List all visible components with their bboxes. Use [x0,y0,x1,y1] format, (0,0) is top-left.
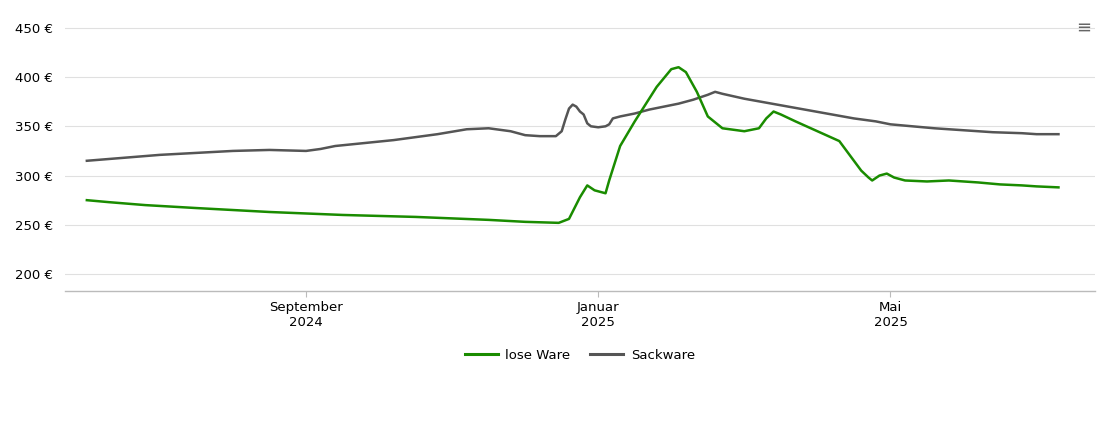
Text: ≡: ≡ [1076,19,1091,37]
Legend: lose Ware, Sackware: lose Ware, Sackware [460,344,700,367]
